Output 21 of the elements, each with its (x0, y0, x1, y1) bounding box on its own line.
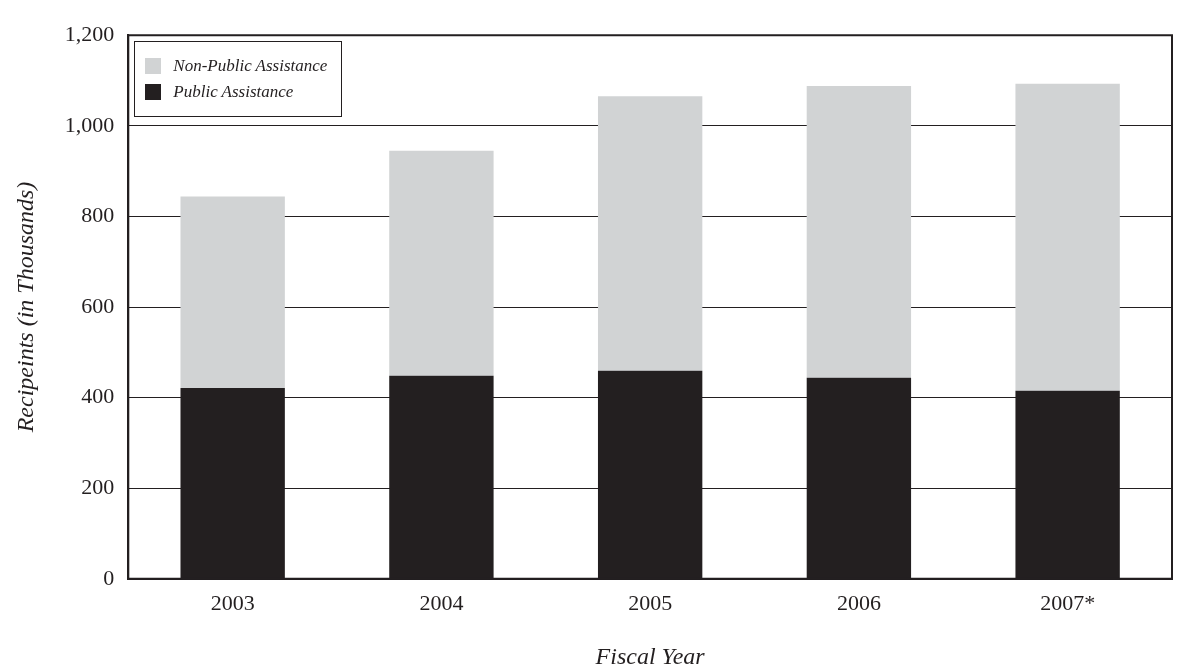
y-axis-title: Recipeints (in Thousands) (11, 181, 38, 434)
y-tick-label: 0 (103, 564, 115, 590)
x-tick-label: 2003 (210, 589, 255, 615)
y-tick-label: 400 (81, 383, 115, 409)
x-tick-label: 2004 (419, 589, 464, 615)
x-tick-label: 2007* (1040, 589, 1096, 615)
y-tick-label: 800 (81, 202, 115, 228)
bar (806, 85, 912, 378)
bar (389, 150, 494, 376)
x-tick-label: 2006 (836, 589, 881, 615)
x-tick-label: 2005 (628, 589, 673, 615)
y-tick-label: 1,200 (64, 20, 115, 46)
y-tick-label: 1,000 (64, 111, 115, 137)
bar (1015, 83, 1120, 391)
bar (180, 196, 285, 389)
legend-label: Public Assistance (173, 82, 294, 103)
x-axis-title: Fiscal Year (594, 642, 706, 668)
bar (597, 96, 703, 371)
legend-label: Non-Public Assistance (173, 56, 328, 77)
y-tick-label: 200 (81, 473, 115, 499)
y-tick-label: 600 (81, 292, 115, 318)
